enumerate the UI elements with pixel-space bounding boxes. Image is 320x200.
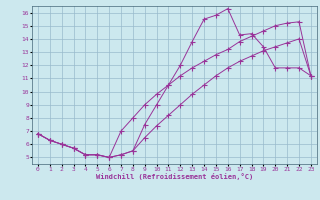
X-axis label: Windchill (Refroidissement éolien,°C): Windchill (Refroidissement éolien,°C)	[96, 173, 253, 180]
